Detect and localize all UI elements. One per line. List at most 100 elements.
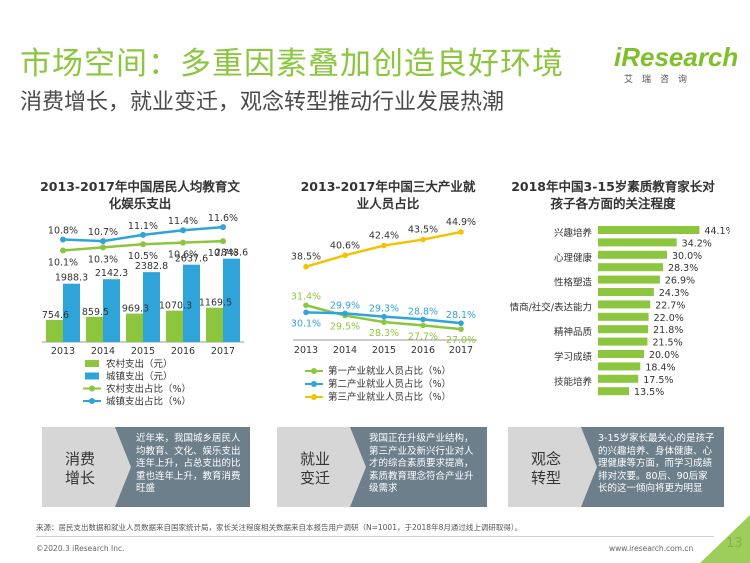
chart1-legend-swatch: [85, 372, 99, 380]
chart2-tick: 2013: [294, 345, 318, 356]
card-consumption-label-2: 增长: [64, 469, 95, 487]
chart2-value-label: 28.3%: [369, 328, 399, 339]
chart1-bar-rural: [166, 310, 183, 342]
chart3-category-label: 兴趣培养: [554, 227, 593, 239]
chart3-value-label: 44.1%: [704, 226, 730, 237]
chart1-legend-marker: [89, 385, 95, 392]
chart2-value-label: 42.4%: [369, 231, 399, 242]
chart2-value-label: 29.9%: [330, 300, 360, 311]
chart3-bar: [598, 288, 654, 296]
card-employment-label-2: 变迁: [299, 469, 330, 487]
chart2-point: [381, 313, 387, 320]
chart1-label-rural-pct: 10.1%: [48, 257, 78, 268]
chart1-bar-rural: [86, 316, 103, 342]
chart2-legend-marker: [311, 368, 317, 374]
chart2-point: [303, 302, 309, 309]
website: www.iresearch.com.cn: [609, 544, 694, 553]
chart2-legend-label: 第三产业就业人员占比（%）: [328, 391, 451, 403]
chart1-tick: 2017: [211, 346, 235, 357]
card-consumption-label-1: 消费: [64, 450, 95, 468]
chart1-label-urban: 2142.3: [95, 268, 128, 279]
chart3-category-label: 精神品质: [554, 326, 593, 338]
chart3-bar: [598, 226, 700, 234]
copyright: ©2020.3 iResearch Inc.: [36, 544, 125, 553]
chart2-title: 2013-2017年中国三大产业就业人员占比: [300, 179, 476, 211]
chart1-label-rural-pct: 10.6%: [168, 250, 198, 261]
chart3-bar: [598, 312, 649, 321]
chart3-bar: [598, 350, 644, 358]
chart3-bar: [598, 263, 664, 272]
chart1-label-rural: 1070.3: [159, 301, 192, 312]
chart3-value-label: 18.4%: [645, 362, 675, 373]
chart1-label-urban-pct: 10.8%: [48, 226, 78, 237]
chart1-bar-urban: [63, 283, 80, 342]
chart1-legend-label: 农村支出占比（%）: [106, 383, 191, 395]
chart3-value-label: 34.2%: [682, 238, 712, 249]
logo-chinese: 艾瑞咨询: [624, 75, 697, 85]
chart1-tick: 2016: [171, 346, 195, 357]
chart1-point: [220, 238, 226, 245]
chart3-bar: [598, 387, 630, 396]
chart1-legend-label: 城镇支出占比（%）: [106, 396, 191, 408]
chart3-bar: [598, 238, 677, 247]
chart3-parent-concern: 44.1% 兴趣培养 34.2% 30.0% 心理健康 28.3% 26.9% 性格塑造 24.…: [510, 226, 730, 398]
chart1-label-rural-pct: 10.7%: [208, 248, 238, 259]
iresearch-logo: iResearch 艾瑞咨询: [614, 42, 738, 85]
chart1-label-urban: 2382.8: [135, 261, 168, 272]
chart3-bar: [598, 300, 651, 309]
chart2-point: [458, 320, 464, 326]
chart3-bar: [598, 325, 649, 334]
chart2-point: [420, 316, 426, 323]
chart2-point: [342, 310, 348, 317]
chart2-value-label: 44.9%: [446, 217, 476, 228]
card-mindset: 观念 转型 3-15岁家长最关心的是孩子 的兴趣培养、身体健康、心 理健康等方面…: [508, 427, 724, 507]
card-employment-text: 我国正在升级产业结构， 第三产业及新兴行业对人 才的综合素质要求提高， 素质教育…: [369, 433, 474, 494]
page-subtitle: 消费增长，就业变迁，观念转型推动行业发展热潮: [20, 90, 505, 115]
chart2-value-label: 43.5%: [408, 225, 438, 236]
chart1-label-urban-pct: 11.1%: [128, 221, 158, 232]
chart1-label-urban-pct: 11.4%: [168, 216, 198, 227]
chart3-value-label: 13.5%: [634, 387, 664, 398]
chart2-value-label: 31.4%: [291, 291, 321, 302]
logo-wordmark: iResearch: [614, 42, 739, 72]
chart3-value-label: 24.3%: [659, 288, 689, 299]
chart2-tick: 2016: [411, 345, 435, 356]
card-mindset-label-2: 转型: [530, 469, 561, 487]
card-employment-label-1: 就业: [299, 450, 330, 468]
chart1-label-urban: 2843.6: [215, 248, 248, 259]
chart2-value-label: 28.8%: [408, 306, 438, 317]
chart2-point: [458, 229, 464, 235]
chart2-point: [381, 319, 387, 325]
chart1-label-rural-pct: 10.5%: [128, 251, 158, 262]
card-employment: 就业 变迁 我国正在升级产业结构， 第三产业及新兴行业对人 才的综合素质要求提高…: [277, 427, 487, 507]
chart1-tick: 2013: [51, 346, 75, 357]
chart1-bar-urban: [103, 279, 120, 342]
chart1-point: [180, 227, 186, 234]
chart2-legend-label: 第一产业就业人员占比（%）: [328, 365, 451, 377]
chart2-value-label: 30.1%: [291, 318, 321, 329]
chart1-legend-label: 农村支出（元）: [106, 358, 173, 370]
chart3-bar: [598, 337, 648, 346]
chart2-value-label: 38.5%: [291, 252, 321, 263]
chart1-label-urban-pct: 11.6%: [208, 213, 238, 224]
chart3-value-label: 28.3%: [668, 263, 698, 274]
chart3-value-label: 30.0%: [672, 251, 702, 262]
chart1-label-rural-pct: 10.3%: [88, 254, 118, 265]
page-title: 市场空间：多重因素叠加创造良好环境: [20, 46, 564, 82]
card-consumption-text: 近年来，我国城乡居民人 均教育、文化、娱乐支出 连年上升，占总支出的比 重也连年…: [136, 433, 241, 494]
chart2-legend-marker: [311, 394, 317, 400]
chart1-label-urban: 1988.3: [55, 273, 88, 284]
chart1-tick: 2014: [91, 346, 115, 357]
chart1-point: [140, 231, 146, 238]
chart1-label-rural: 754.6: [42, 310, 69, 321]
chart3-bar: [598, 250, 667, 259]
chart2-point: [420, 236, 426, 243]
chart2-value-label: 27.0%: [446, 335, 476, 346]
chart1-point: [140, 241, 146, 248]
chart1-label-urban: 2637.6: [175, 254, 208, 265]
chart2-point: [381, 242, 387, 249]
chart2-legend-label: 第二产业就业人员占比（%）: [328, 378, 451, 390]
card-mindset-text: 3-15岁家长最关心的是孩子 的兴趣培养、身体健康、心 理健康等方面，而学习成绩…: [598, 433, 715, 494]
chart1-bar-rural: [46, 319, 63, 342]
chart3-bar: [598, 374, 639, 383]
